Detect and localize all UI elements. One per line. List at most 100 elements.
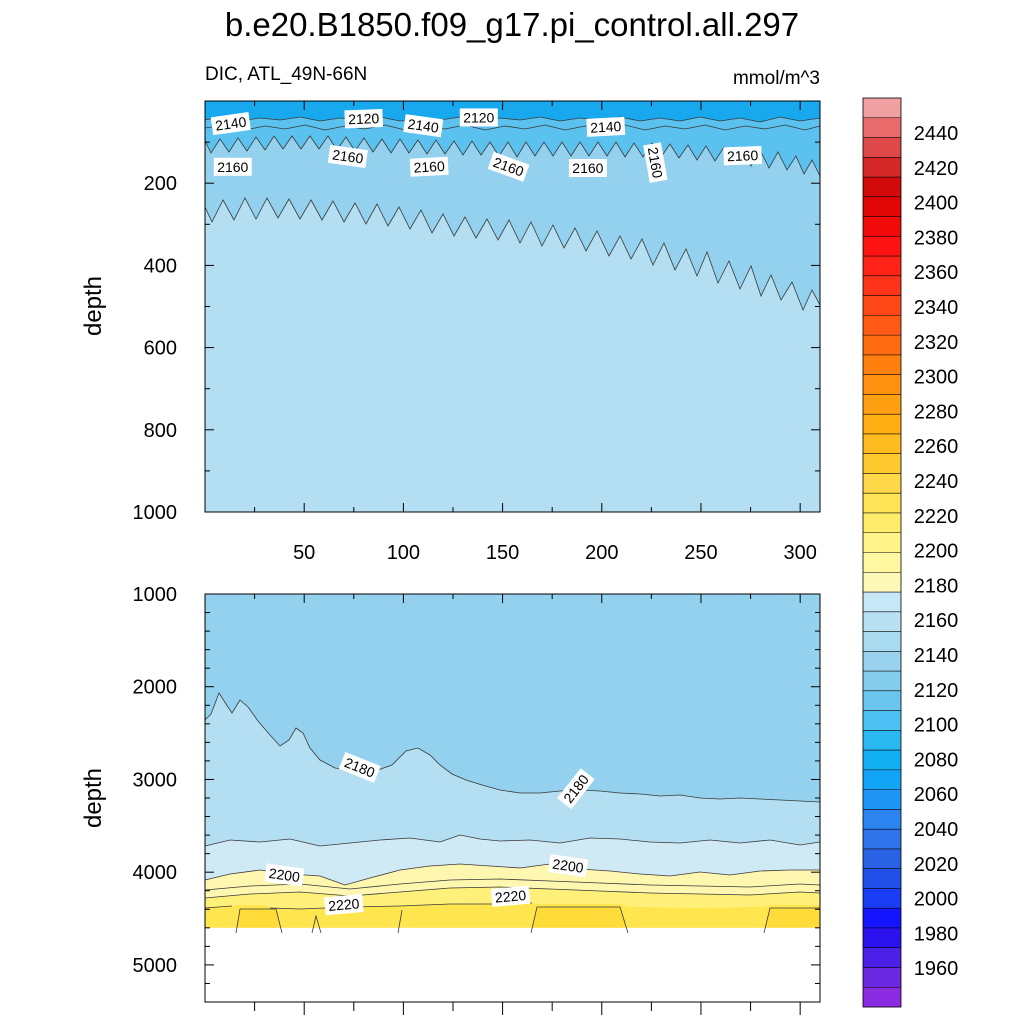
upper-y-tick-label: 600: [144, 338, 177, 360]
colorbar-swatch: [863, 848, 901, 869]
colorbar-level-label: 2420: [914, 158, 959, 180]
contour-label-bg: [344, 109, 384, 129]
colorbar-swatch: [863, 473, 901, 494]
upper-y-axis-title: depth: [80, 276, 107, 336]
contour-label: 2220: [494, 887, 527, 906]
colorbar-level-label: 2200: [914, 541, 959, 563]
contour-label-group: 2140: [403, 114, 444, 138]
contour-label-group: 2160: [723, 146, 762, 166]
contour-label-bg: [264, 863, 305, 887]
colorbar-level-label: 2160: [914, 610, 959, 632]
contour-line-lower-2210: [204, 878, 821, 891]
variable-label: DIC, ATL_49N-66N: [205, 64, 367, 85]
colorbar-swatch: [863, 157, 901, 178]
colorbar-swatch: [863, 394, 901, 415]
colorbar-swatch: [863, 315, 901, 336]
colorbar-swatch: [863, 335, 901, 356]
colorbar-swatch: [863, 671, 901, 692]
colorbar-swatch: [863, 789, 901, 810]
contour-line-2130: [204, 124, 821, 131]
lower-contour-fills: [205, 594, 820, 1002]
colorbar: 2440 2420 2400 2380 2360 2340 2320 2300 2280 2260…: [862, 97, 959, 1008]
colorbar-level-label: 2400: [914, 193, 959, 215]
contour-line-2120: [204, 116, 821, 123]
colorbar-swatch: [863, 750, 901, 771]
contour-label: 2220: [328, 895, 361, 914]
colorbar-swatch: [863, 354, 901, 375]
colorbar-swatch: [863, 611, 901, 632]
lower-y-tick-label: 5000: [133, 955, 178, 977]
contour-label-bg: [586, 116, 626, 137]
colorbar-swatch: [863, 710, 901, 731]
colorbar-swatch: [863, 829, 901, 850]
upper-x-tick-label: 150: [486, 542, 519, 564]
contour-label-bg: [409, 156, 449, 177]
upper-x-tick-label: 100: [387, 542, 420, 564]
colorbar-swatch: [863, 117, 901, 138]
contour-label-group: 2160: [643, 142, 668, 183]
colorbar-swatch: [863, 730, 901, 751]
upper-x-tick-label: 300: [783, 542, 816, 564]
contour-label: 2160: [413, 158, 445, 176]
contour-label-group: 2160: [213, 157, 252, 176]
contour-label: 2120: [463, 109, 494, 125]
contour-label: 2200: [268, 865, 301, 885]
contour-label-bg: [643, 142, 668, 183]
colorbar-swatch: [863, 888, 901, 909]
figure-title: b.e20.B1850.f09_g17.pi_control.all.297: [225, 6, 799, 43]
contour-label-group: 2120: [459, 108, 498, 127]
lower-axes: 1000 2000 3000 4000 5000: [133, 584, 820, 1015]
colorbar-level-label: 2220: [914, 506, 959, 528]
contour-label: 2160: [331, 146, 364, 166]
contour-label-group: 2160: [327, 144, 368, 169]
colorbar-swatch: [863, 177, 901, 198]
contour-label-group: 2140: [210, 112, 251, 136]
upper-y-tick-label: 200: [144, 173, 177, 195]
contour-label-group: 2160: [568, 158, 607, 177]
contour-label-bg: [338, 751, 381, 783]
contour-label: 2200: [552, 856, 585, 876]
colorbar-level-label: 2000: [914, 889, 959, 911]
colorbar-swatch: [863, 631, 901, 652]
contour-label-bg: [487, 151, 530, 182]
colorbar-level-label: 2340: [914, 297, 959, 319]
colorbar-swatch: [863, 236, 901, 257]
colorbar-swatch: [863, 987, 901, 1008]
colorbar-swatch: [863, 196, 901, 217]
colorbar-swatch: [863, 552, 901, 573]
colorbar-labels: 2440 2420 2400 2380 2360 2340 2320 2300 2280 2260…: [914, 123, 959, 980]
colorbar-swatch: [863, 868, 901, 889]
colorbar-level-label: 2240: [914, 471, 959, 493]
contour-label: 2160: [572, 160, 603, 176]
colorbar-swatch: [863, 809, 901, 830]
colorbar-swatch: [863, 908, 901, 929]
contour-label-bg: [459, 108, 498, 127]
colorbar-swatch: [863, 295, 901, 316]
contour-line-lower-2200: [204, 863, 820, 886]
colorbar-swatch: [863, 256, 901, 277]
colorbar-swatch: [863, 374, 901, 395]
upper-y-tick-label: 1000: [133, 502, 178, 524]
colorbar-swatch: [863, 433, 901, 454]
upper-axes: 200 400 600 800 1000 50 100 150 200 250 300: [133, 101, 820, 564]
colorbar-level-label: 1960: [914, 958, 959, 980]
contour-line-lower-2190: [204, 834, 821, 847]
lower-y-axis-title: depth: [80, 768, 107, 828]
contour-label-bg: [557, 768, 595, 810]
contour-label-bg: [723, 146, 762, 166]
colorbar-level-label: 2040: [914, 819, 959, 841]
units-label: mmol/m^3: [733, 68, 820, 89]
upper-contour-labels: 2140 2120 2140 2120 2140 2160 2160 2160 2160 2160…: [210, 108, 762, 183]
colorbar-swatch: [863, 927, 901, 949]
colorbar-swatch: [863, 690, 901, 711]
contour-label: 2140: [407, 116, 440, 136]
contour-label-bg: [210, 112, 251, 136]
lower-y-tick-label: 2000: [133, 677, 178, 699]
colorbar-swatch: [863, 592, 901, 613]
upper-x-tick-label: 50: [293, 542, 315, 564]
colorbar-swatch: [863, 769, 901, 790]
colorbar-level-label: 1980: [914, 923, 959, 945]
colorbar-swatch: [863, 532, 901, 553]
